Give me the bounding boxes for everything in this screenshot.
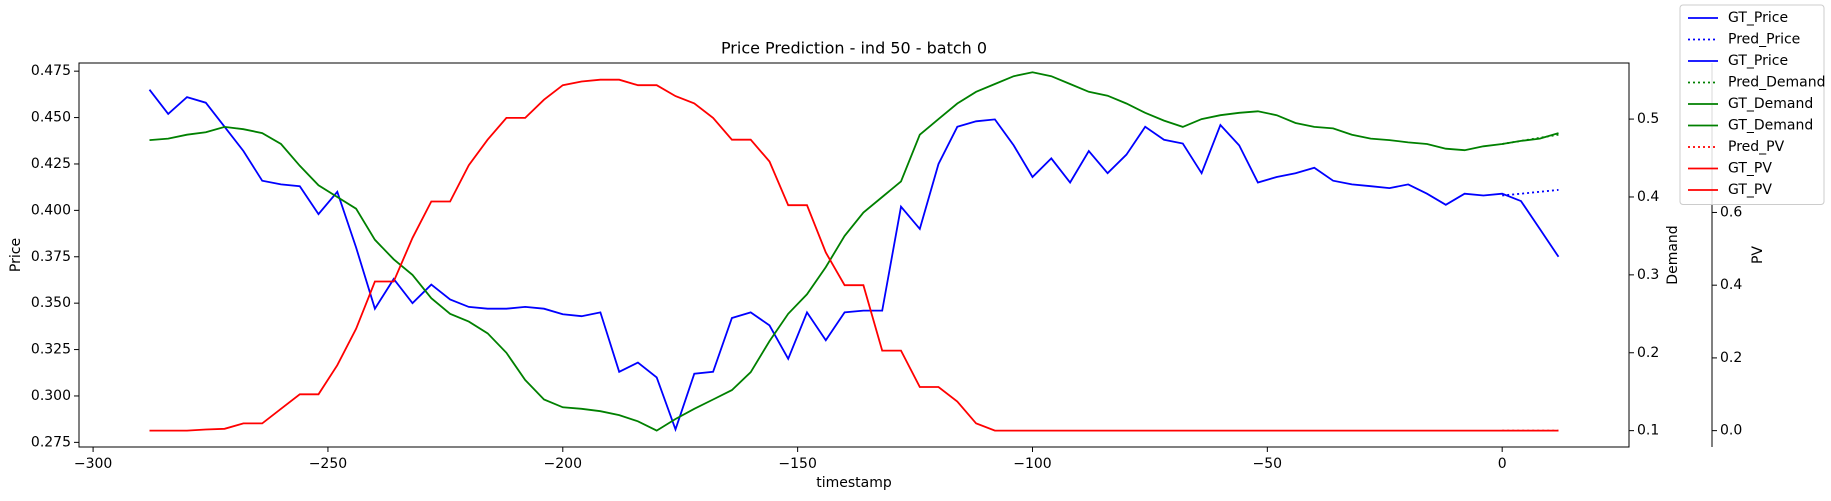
y3-tick-label: 0.2 — [1720, 350, 1742, 366]
legend-label: Pred_Demand — [1728, 75, 1826, 91]
chart-title: Price Prediction - ind 50 - batch 0 — [721, 39, 987, 58]
x-tick-label: −100 — [1013, 456, 1051, 472]
y-tick-label: 0.400 — [31, 202, 71, 218]
y3-tick-label: 0.4 — [1720, 277, 1742, 293]
legend-label: GT_Demand — [1728, 96, 1813, 112]
y2-tick-label: 0.5 — [1637, 111, 1659, 127]
x-axis-label: timestamp — [816, 475, 892, 491]
legend-box — [1679, 4, 1825, 205]
y3-axis-label: PV — [1750, 246, 1766, 264]
y3-tick-label: 0.0 — [1720, 423, 1742, 439]
y-tick-label: 0.425 — [31, 156, 71, 172]
y-axis-label: Price — [8, 238, 24, 272]
y2-axis-label: Demand — [1665, 225, 1681, 284]
y2-tick-label: 0.4 — [1637, 189, 1659, 205]
y-tick-label: 0.350 — [31, 295, 71, 311]
legend-label: Pred_Price — [1728, 32, 1800, 48]
legend: GT_Price Pred_Price GT_Price Pred_Demand GT_… — [1679, 4, 1826, 205]
x-tick-label: −300 — [74, 456, 112, 472]
x-tick-label: −200 — [544, 456, 582, 472]
x-tick-label: −50 — [1253, 456, 1283, 472]
legend-label: GT_Price — [1728, 53, 1788, 69]
y-tick-label: 0.275 — [31, 434, 71, 450]
y2-tick-label: 0.3 — [1637, 267, 1659, 283]
x-tick-label: 0 — [1498, 456, 1507, 472]
y-tick-label: 0.450 — [31, 110, 71, 126]
y2-tick-label: 0.2 — [1637, 345, 1659, 361]
x-tick-label: −150 — [778, 456, 816, 472]
legend-label: GT_Demand — [1728, 118, 1813, 134]
legend-label: GT_PV — [1728, 161, 1772, 177]
y3-tick-label: 0.6 — [1720, 204, 1742, 220]
series-line — [149, 78, 1559, 432]
y-tick-label: 0.375 — [31, 249, 71, 265]
legend-label: GT_PV — [1728, 182, 1772, 198]
legend-label: Pred_PV — [1728, 139, 1785, 155]
y-tick-label: 0.300 — [31, 388, 71, 404]
x-tick-label: −250 — [309, 456, 347, 472]
legend-label: GT_Price — [1728, 10, 1788, 26]
y2-tick-label: 0.1 — [1637, 423, 1659, 439]
series-line — [1502, 189, 1559, 197]
series-line — [149, 71, 1559, 432]
y-tick-label: 0.475 — [31, 63, 71, 79]
series-line — [148, 89, 1560, 433]
y-tick-label: 0.325 — [31, 342, 71, 358]
plot-frame — [78, 62, 1630, 448]
